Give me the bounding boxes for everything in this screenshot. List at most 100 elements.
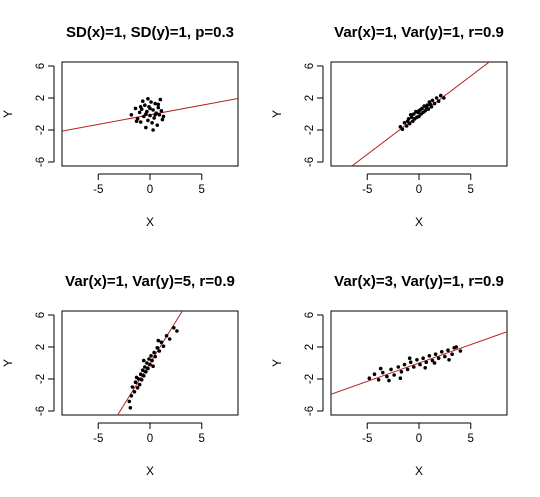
data-point bbox=[133, 106, 138, 111]
y-axis: -6 -2 2 6 bbox=[304, 312, 324, 416]
data-point bbox=[149, 354, 153, 358]
data-point bbox=[153, 101, 157, 106]
data-point bbox=[130, 385, 135, 389]
y-tick-label: -6 bbox=[35, 406, 47, 416]
y-tick-label: -2 bbox=[35, 374, 47, 384]
data-point bbox=[421, 356, 425, 361]
data-point bbox=[424, 360, 429, 365]
data-point bbox=[458, 349, 463, 353]
data-point bbox=[434, 96, 439, 100]
y-tick-label: -2 bbox=[35, 125, 47, 135]
data-point bbox=[160, 117, 165, 122]
data-point bbox=[144, 370, 148, 374]
y-tick-label: 2 bbox=[304, 95, 316, 101]
data-point bbox=[151, 364, 155, 369]
data-point bbox=[141, 114, 146, 119]
data-point bbox=[430, 98, 435, 103]
x-tick-label: -5 bbox=[362, 184, 372, 196]
data-point bbox=[436, 99, 441, 103]
data-point bbox=[424, 105, 429, 110]
panel-title: Var(x)=1, Var(y)=5, r=0.9 bbox=[65, 273, 235, 290]
data-point bbox=[408, 360, 413, 365]
data-point bbox=[157, 349, 162, 353]
data-point bbox=[144, 125, 148, 130]
data-point bbox=[407, 121, 412, 126]
y-axis: -6 -2 2 6 bbox=[304, 63, 324, 167]
y-tick-label: 6 bbox=[35, 312, 47, 318]
data-point bbox=[367, 376, 372, 381]
data-point bbox=[141, 374, 146, 378]
y-tick-label: 6 bbox=[304, 312, 316, 318]
data-point bbox=[408, 113, 413, 117]
data-point bbox=[380, 370, 385, 375]
data-point bbox=[145, 361, 149, 365]
data-point bbox=[161, 114, 166, 119]
data-point bbox=[143, 365, 147, 369]
data-point bbox=[152, 350, 156, 355]
data-point bbox=[134, 119, 139, 123]
y-tick-label: -6 bbox=[304, 157, 316, 167]
plot-area bbox=[331, 331, 507, 395]
data-point bbox=[443, 354, 447, 359]
data-point bbox=[129, 113, 134, 117]
data-point bbox=[143, 103, 147, 107]
y-axis: -6 -2 2 6 bbox=[35, 63, 55, 167]
y-tick-label: 2 bbox=[35, 344, 47, 350]
y-axis-label: Y bbox=[1, 110, 15, 118]
data-point bbox=[139, 378, 144, 382]
data-point bbox=[138, 372, 143, 377]
data-point bbox=[428, 102, 433, 107]
data-point bbox=[137, 382, 142, 387]
data-point bbox=[417, 114, 421, 119]
y-tick-label: -6 bbox=[35, 157, 47, 167]
panel-3: Var(x)=1, Var(y)=5, r=0.9 -5 0 5 X -6 -2 2 6 Y bbox=[1, 273, 239, 478]
data-point bbox=[153, 113, 157, 117]
data-point bbox=[152, 116, 156, 120]
y-axis-label: Y bbox=[270, 110, 284, 118]
data-point bbox=[159, 340, 164, 345]
data-point bbox=[427, 354, 432, 358]
plot-area bbox=[62, 97, 238, 132]
data-point bbox=[140, 99, 145, 103]
data-point bbox=[442, 96, 446, 100]
data-point bbox=[164, 334, 169, 338]
data-point bbox=[138, 105, 143, 109]
data-point bbox=[432, 101, 437, 106]
data-point bbox=[385, 374, 389, 379]
data-point bbox=[398, 376, 403, 381]
x-axis-label: X bbox=[146, 464, 154, 478]
data-point bbox=[151, 128, 155, 132]
data-point bbox=[156, 338, 161, 343]
data-point bbox=[372, 372, 377, 377]
data-point bbox=[412, 365, 416, 369]
x-tick-label: 5 bbox=[468, 184, 474, 196]
data-point bbox=[132, 390, 137, 394]
data-point bbox=[156, 105, 161, 110]
data-point bbox=[150, 358, 154, 363]
data-point bbox=[396, 365, 401, 369]
panel-2: Var(x)=1, Var(y)=1, r=0.9 -5 0 5 X -6 -2 2 6 Y bbox=[270, 24, 508, 229]
data-point bbox=[392, 373, 396, 377]
data-point bbox=[387, 378, 391, 383]
data-point bbox=[148, 113, 152, 118]
x-tick-label: 0 bbox=[147, 184, 153, 196]
data-point bbox=[140, 368, 145, 373]
data-point bbox=[433, 352, 438, 357]
plot-area bbox=[351, 62, 491, 166]
data-point bbox=[127, 399, 132, 404]
x-tick-label: 5 bbox=[199, 433, 205, 445]
data-point bbox=[436, 356, 441, 361]
data-point bbox=[153, 354, 157, 359]
y-tick-label: 2 bbox=[35, 95, 47, 101]
y-axis-label: Y bbox=[270, 359, 284, 367]
data-point bbox=[138, 120, 143, 124]
data-point bbox=[404, 124, 409, 128]
data-point bbox=[402, 362, 407, 367]
x-axis: -5 0 5 bbox=[362, 422, 474, 445]
data-point bbox=[151, 108, 155, 112]
data-point bbox=[155, 346, 160, 350]
x-tick-label: 0 bbox=[416, 184, 422, 196]
data-point bbox=[378, 366, 383, 371]
plot-frame bbox=[330, 310, 508, 416]
panel-1: SD(x)=1, SD(y)=1, p=0.3 -5 0 5 X -6 -2 2 6 Y bbox=[1, 24, 239, 229]
